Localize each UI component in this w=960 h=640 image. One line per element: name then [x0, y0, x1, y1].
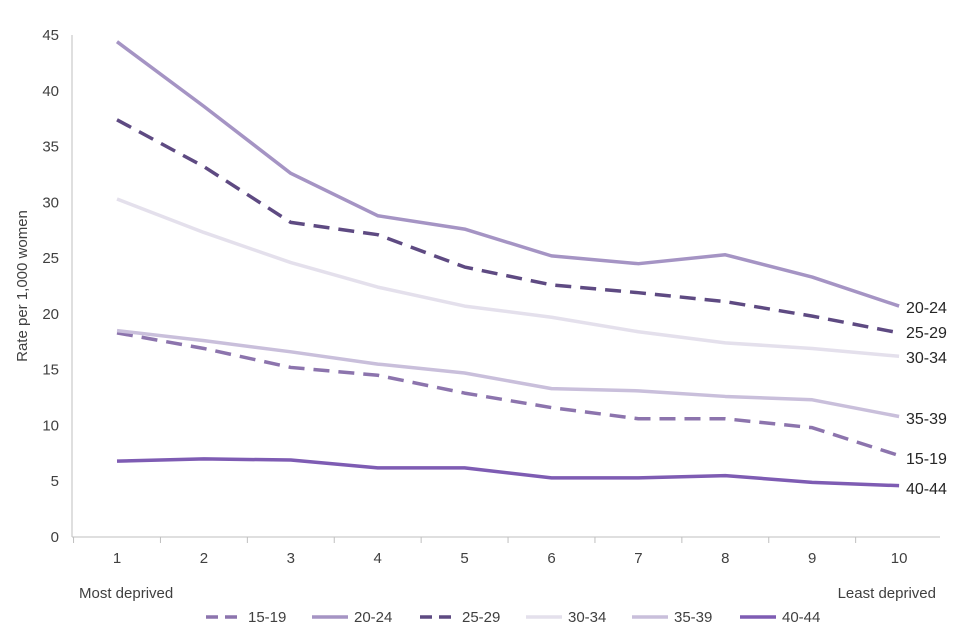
- x-tick-label: 5: [460, 550, 468, 567]
- y-tick-labels: 0 5 10 15 20 25 30 35 40 45: [42, 27, 59, 546]
- x-tick-label: 4: [374, 550, 382, 567]
- series-line-25-29: [116, 118, 900, 335]
- series-line-35-39: [116, 328, 900, 419]
- legend: 15-19 20-24 25-29 30-34 35-39 40-44: [206, 609, 820, 626]
- x-tick-label: 10: [891, 550, 908, 567]
- x-tick-label: 1: [113, 550, 121, 567]
- x-annotation-least-deprived: Least deprived: [838, 585, 936, 602]
- legend-label-25-29: 25-29: [462, 609, 500, 626]
- y-tick-label: 15: [42, 362, 59, 379]
- x-tick-label: 2: [200, 550, 208, 567]
- x-tick-marks: [73, 537, 857, 543]
- x-tick-labels: 1 2 3 4 5 6 7 8 9 10: [113, 550, 908, 567]
- legend-label-30-34: 30-34: [568, 609, 606, 626]
- end-label-15-19: 15-19: [906, 451, 947, 468]
- x-tick-label: 7: [634, 550, 642, 567]
- series-line-20-24: [115, 40, 900, 308]
- x-tick-label: 6: [547, 550, 555, 567]
- y-tick-label: 5: [51, 473, 59, 490]
- legend-label-35-39: 35-39: [674, 609, 712, 626]
- series-line-30-34: [116, 197, 900, 359]
- y-axis-label: Rate per 1,000 women: [14, 210, 31, 362]
- end-label-40-44: 40-44: [906, 481, 947, 498]
- legend-label-40-44: 40-44: [782, 609, 820, 626]
- series-end-labels: 15-19 20-24 25-29 30-34 35-39 40-44: [906, 300, 947, 498]
- y-tick-label: 40: [42, 83, 59, 100]
- legend-label-20-24: 20-24: [354, 609, 392, 626]
- y-tick-label: 25: [42, 250, 59, 267]
- y-tick-label: 10: [42, 417, 59, 434]
- x-tick-label: 8: [721, 550, 729, 567]
- x-tick-label: 9: [808, 550, 816, 567]
- y-tick-label: 30: [42, 194, 59, 211]
- y-tick-label: 35: [42, 139, 59, 156]
- end-label-35-39: 35-39: [906, 411, 947, 428]
- y-tick-label: 45: [42, 27, 59, 44]
- series-line-15-19: [116, 331, 900, 458]
- series-line-40-44: [116, 457, 900, 488]
- x-tick-label: 3: [287, 550, 295, 567]
- legend-label-15-19: 15-19: [248, 609, 286, 626]
- end-label-20-24: 20-24: [906, 300, 947, 317]
- end-label-30-34: 30-34: [906, 350, 947, 367]
- end-label-25-29: 25-29: [906, 325, 947, 342]
- y-tick-label: 20: [42, 306, 59, 323]
- y-tick-label: 0: [51, 529, 59, 546]
- x-annotation-most-deprived: Most deprived: [79, 585, 173, 602]
- series-lines: [115, 40, 900, 488]
